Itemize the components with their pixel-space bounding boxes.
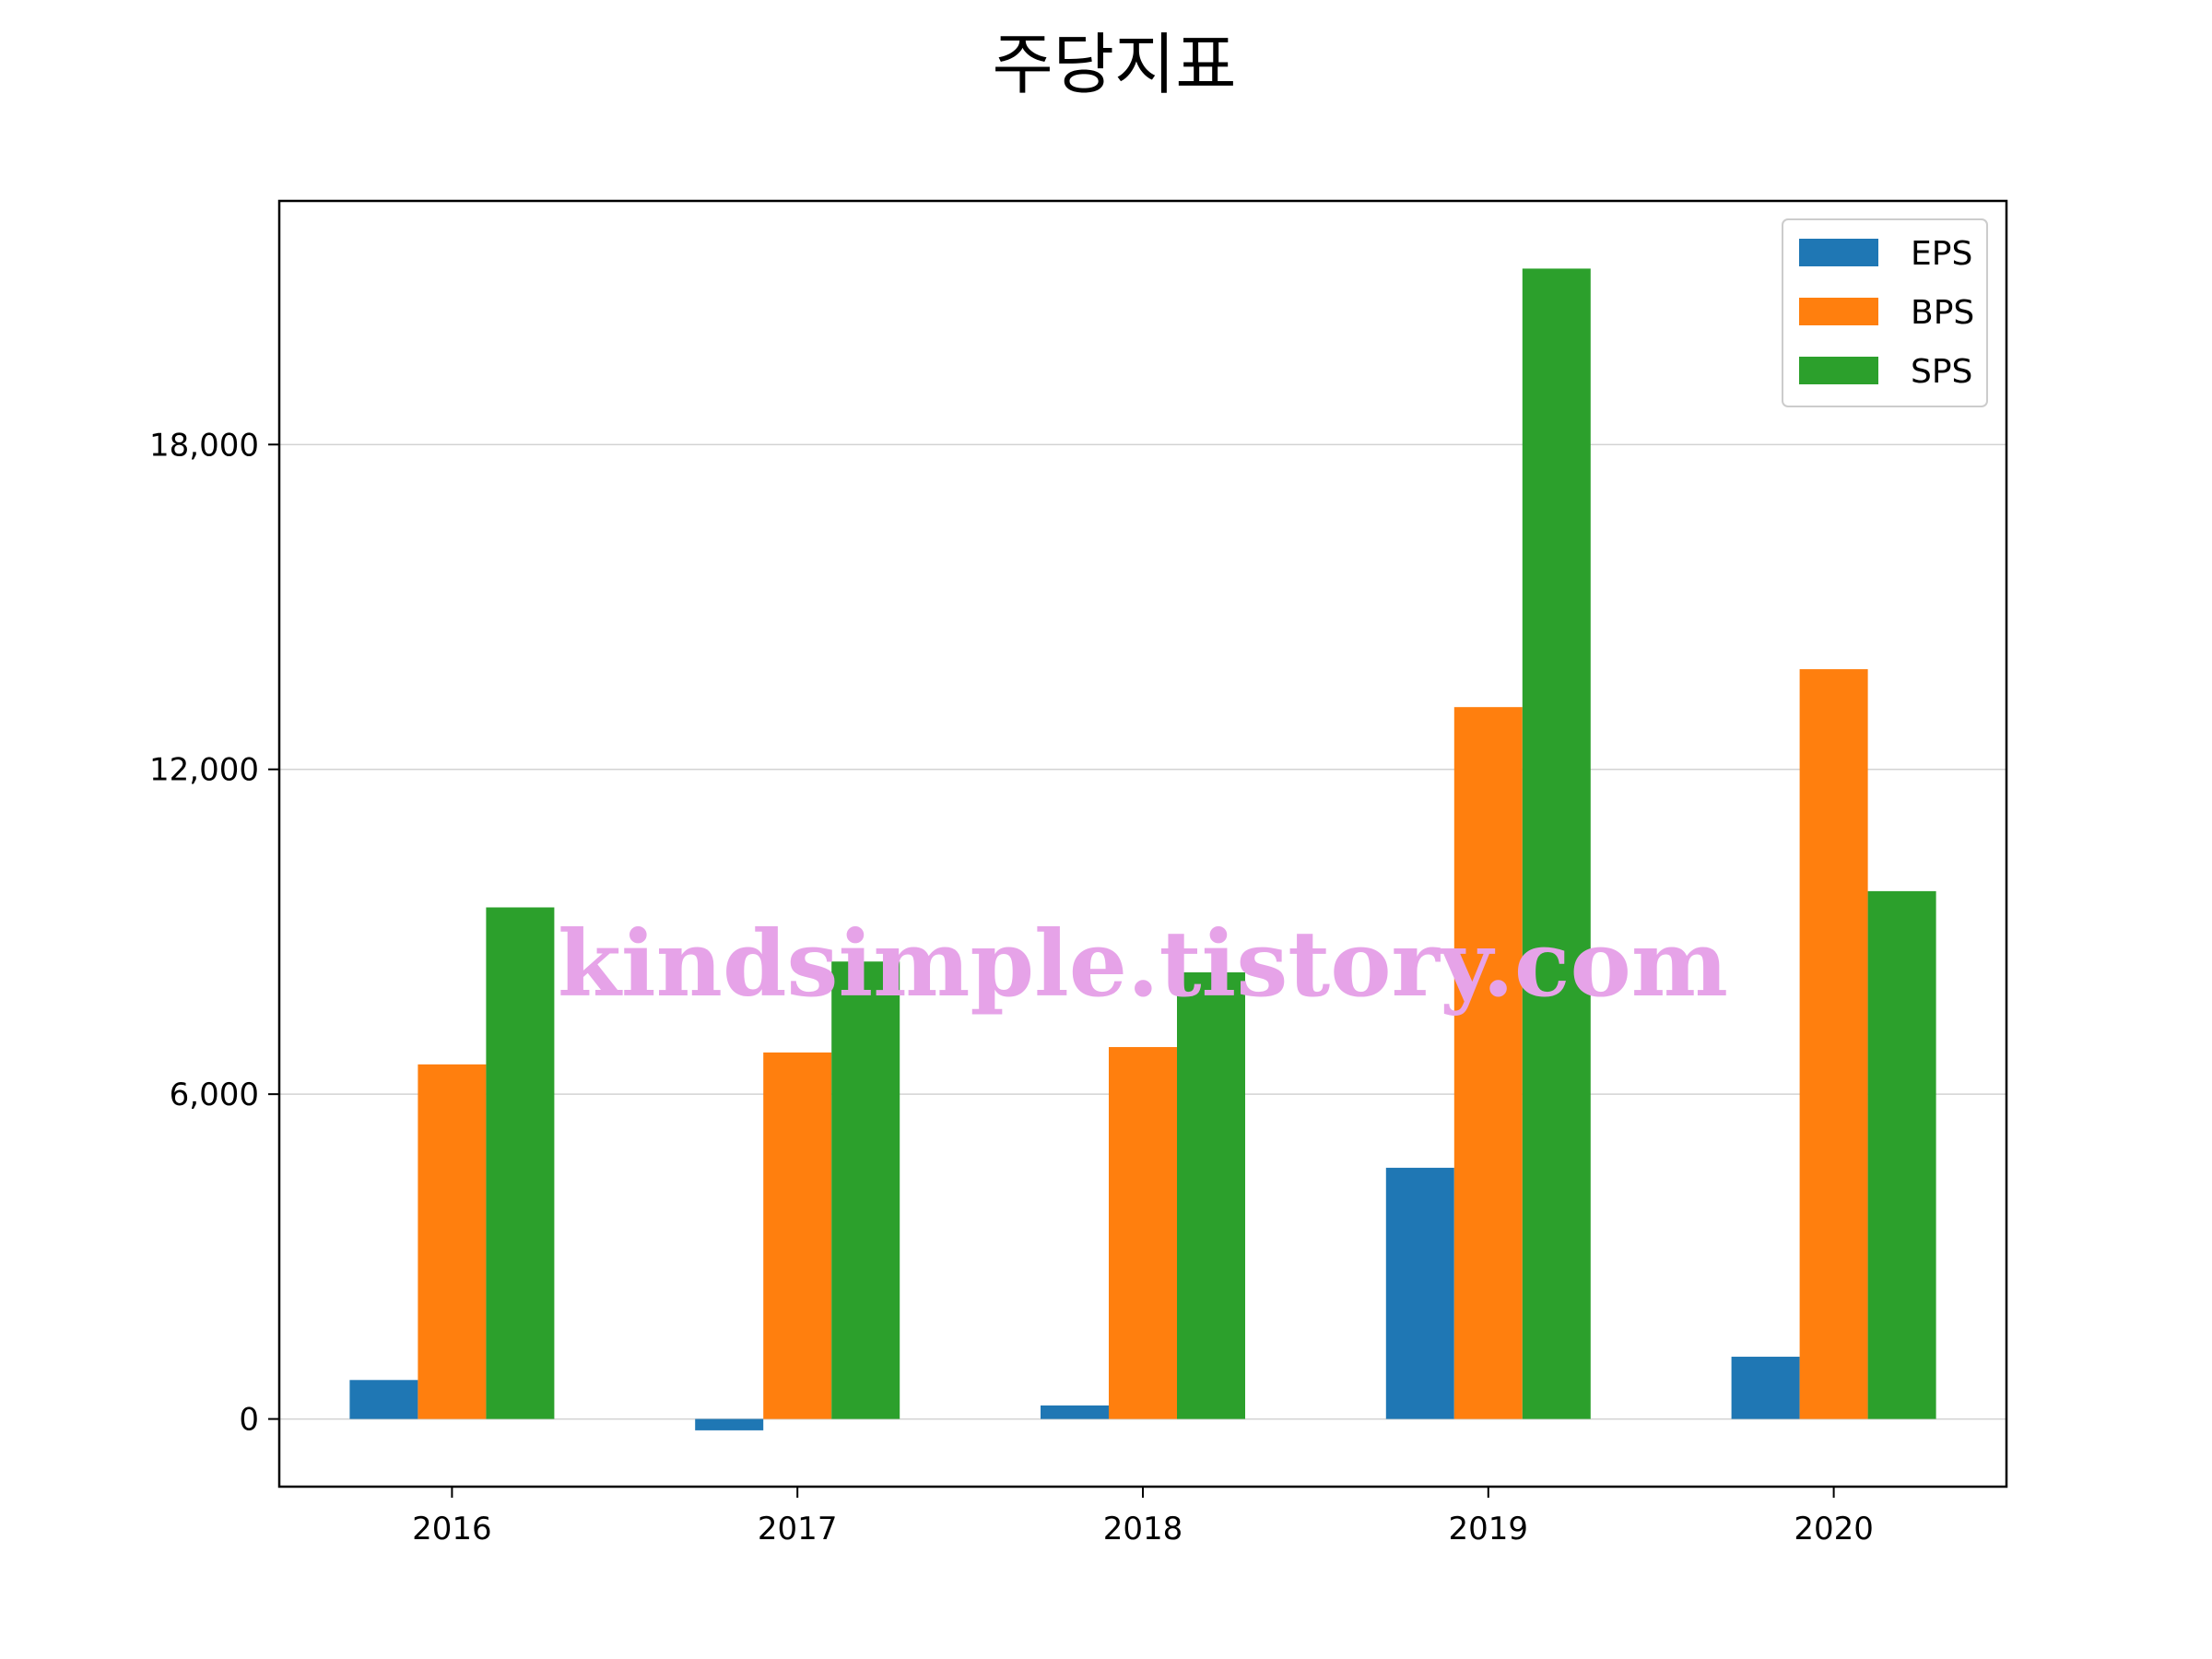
x-tick-label: 2016: [412, 1511, 492, 1547]
y-tick-label: 18,000: [149, 427, 259, 464]
legend-swatch-sps: [1799, 357, 1878, 384]
bar-sps-2020: [1867, 890, 1936, 1419]
x-tick-label: 2019: [1449, 1511, 1529, 1547]
chart-title: 주당지표: [993, 26, 1237, 103]
bar-bps-2017: [763, 1052, 832, 1419]
bar-eps-2020: [1731, 1357, 1800, 1419]
y-tick-label: 6,000: [170, 1077, 259, 1113]
bar-sps-2016: [486, 907, 555, 1419]
bar-eps-2018: [1041, 1405, 1109, 1419]
legend-label-eps: EPS: [1911, 235, 1972, 273]
x-tick-label: 2018: [1103, 1511, 1183, 1547]
bar-bps-2018: [1109, 1047, 1177, 1419]
legend-swatch-eps: [1799, 239, 1878, 266]
bar-eps-2016: [349, 1380, 418, 1419]
x-tick-label: 2017: [758, 1511, 838, 1547]
bar-eps-2019: [1385, 1168, 1454, 1419]
legend-swatch-bps: [1799, 298, 1878, 325]
x-axis: 2016 2017 2018 2019 2020: [412, 1487, 1874, 1547]
bar-sps-2018: [1177, 972, 1245, 1419]
bar-bps-2016: [418, 1064, 487, 1419]
bar-eps-2017: [695, 1418, 764, 1430]
y-tick-label: 0: [239, 1402, 259, 1439]
legend-label-sps: SPS: [1911, 353, 1972, 391]
legend: EPS BPS SPS: [1782, 218, 1988, 407]
y-tick-label: 12,000: [149, 752, 259, 789]
bar-bps-2020: [1799, 669, 1868, 1419]
bar-bps-2019: [1453, 707, 1523, 1419]
bar-sps-2019: [1522, 268, 1591, 1419]
y-axis: 0 6,000 12,000 18,000: [149, 427, 279, 1439]
bars-group: [349, 268, 1936, 1430]
legend-label-bps: BPS: [1911, 294, 1974, 332]
x-tick-label: 2020: [1794, 1511, 1874, 1547]
bar-sps-2017: [831, 961, 900, 1419]
watermark-text: kindsimple.tistory.com: [558, 912, 1728, 1018]
